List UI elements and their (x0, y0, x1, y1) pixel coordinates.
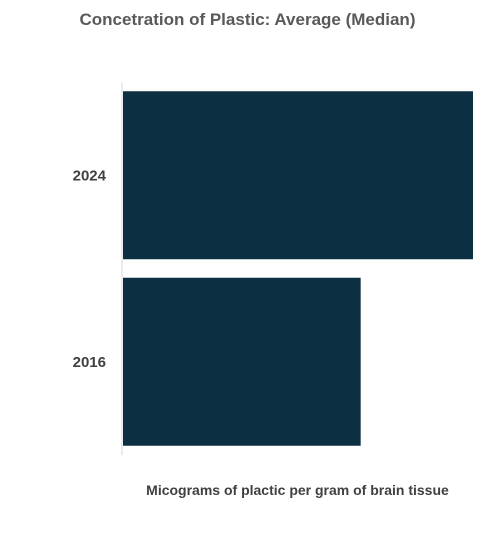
x-axis-label: Micograms of plactic per gram of brain t… (146, 482, 449, 498)
y-tick-label-2016: 2016 (73, 354, 106, 371)
chart-title: Concetration of Plastic: Average (Median… (79, 10, 416, 29)
y-tick-label-2024: 2024 (73, 167, 107, 184)
bar-2016 (123, 277, 361, 446)
bar-2024 (123, 91, 473, 260)
